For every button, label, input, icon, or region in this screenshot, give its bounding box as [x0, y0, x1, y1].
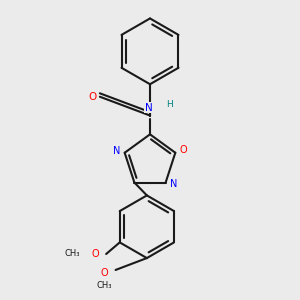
Text: CH₃: CH₃ [64, 250, 80, 259]
Text: O: O [179, 145, 187, 155]
Text: N: N [113, 146, 121, 156]
Text: CH₃: CH₃ [97, 281, 112, 290]
Text: N: N [170, 179, 177, 189]
Text: N: N [145, 103, 153, 113]
Text: H: H [166, 100, 173, 109]
Text: O: O [88, 92, 96, 102]
Text: O: O [92, 249, 99, 259]
Text: O: O [101, 268, 108, 278]
